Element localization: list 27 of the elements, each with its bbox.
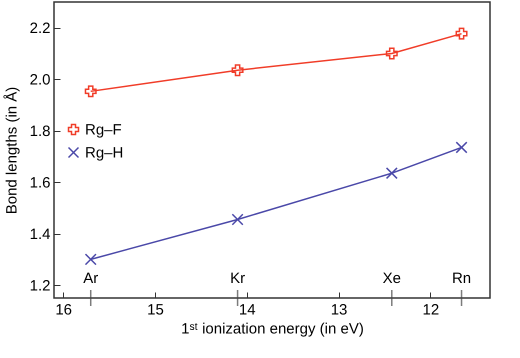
point [456, 141, 468, 154]
x-tick-label: 13 [330, 302, 348, 318]
ref-line-label: Rn [452, 270, 472, 287]
ref-line-label: Ar [83, 270, 98, 287]
y-tick-label: 2.2 [30, 20, 50, 38]
point [84, 253, 97, 266]
y-axis-title: Bond lengths (in Å) [2, 86, 21, 214]
point [386, 167, 398, 180]
x-tick-label: 14 [238, 302, 256, 318]
y-tick-label: 1.6 [30, 174, 50, 192]
point [456, 28, 468, 40]
ref-line-label: Xe [382, 270, 401, 287]
x-tick-label: 16 [55, 302, 72, 318]
y-tick-label: 1.8 [30, 123, 50, 140]
legend-label: Rg–H [85, 144, 124, 162]
x-tick-label: 12 [422, 302, 440, 318]
y-tick-label: 2.0 [30, 72, 50, 89]
x-tick-label: 15 [147, 302, 164, 318]
point [232, 214, 244, 226]
legend-label: Rg–F [85, 122, 122, 138]
x-axis-title: 1ˢᵗ ionization energy (in eV) [181, 320, 364, 338]
point [386, 47, 398, 60]
y-tick-label: 1.2 [30, 278, 50, 295]
y-tick-label: 1.4 [30, 226, 50, 244]
point [84, 85, 97, 98]
ref-line-label: Kr [230, 270, 246, 287]
point [232, 64, 244, 76]
